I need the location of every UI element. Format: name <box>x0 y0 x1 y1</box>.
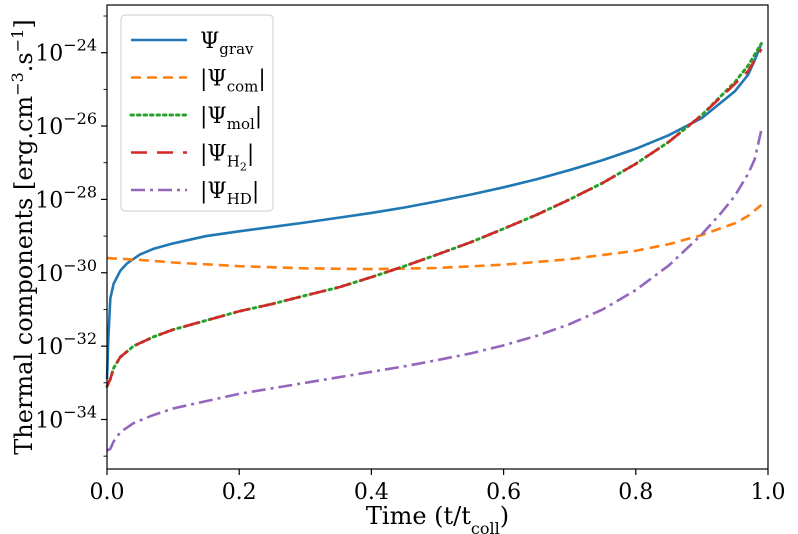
series-line-com <box>106 203 763 271</box>
legend-box <box>120 14 274 212</box>
legend-entry-h2: |ΨH2| <box>200 142 254 174</box>
series-line-hd <box>106 129 763 452</box>
legend-entry-hd: |ΨHD| <box>200 179 259 208</box>
x-axis: 0.0 0.2 0.4 0.6 0.8 1.0 <box>90 469 786 505</box>
series-line-h2 <box>105 48 763 388</box>
x-tick-label: 0.0 <box>90 480 125 505</box>
series-line-grav <box>105 43 763 380</box>
y-tick-label: 10−26 <box>35 109 97 140</box>
y-tick-label: 10−30 <box>35 256 97 287</box>
y-axis-label: Thermal components [erg.cm−3.s−1] <box>8 19 39 454</box>
x-tick-label: 0.2 <box>222 480 257 505</box>
y-tick-label: 10−28 <box>35 182 97 213</box>
series-line-mol <box>105 42 763 388</box>
y-axis: 10−34 10−32 10−30 10−28 10−26 10−24 <box>35 15 107 457</box>
legend-entry-grav: Ψgrav <box>200 29 254 58</box>
y-tick-label: 10−32 <box>35 329 97 360</box>
x-axis-label: Time (t/tcoll) <box>366 502 509 534</box>
x-tick-label: 0.4 <box>354 480 389 505</box>
y-tick-label: 10−24 <box>35 36 97 67</box>
legend-entry-mol: |Ψmol| <box>200 104 262 133</box>
legend: Ψgrav |Ψcom| |Ψmol| |ΨH2| |ΨHD| <box>120 14 274 212</box>
y-tick-label: 10−34 <box>35 402 97 433</box>
legend-entry-com: |Ψcom| <box>200 67 266 96</box>
x-tick-label: 0.8 <box>618 480 653 505</box>
plot-frame <box>106 4 769 470</box>
x-tick-label: 0.6 <box>486 480 521 505</box>
series-layer <box>105 42 763 452</box>
x-tick-label: 1.0 <box>751 480 786 505</box>
